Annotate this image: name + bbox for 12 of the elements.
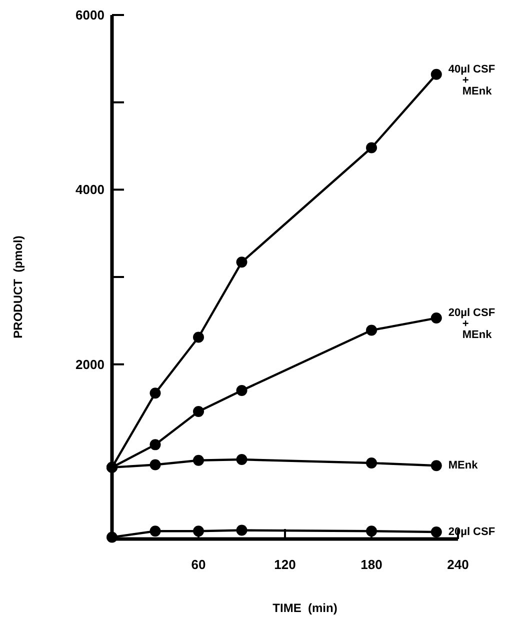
- series-label: MEnk: [448, 460, 479, 472]
- y-axis-title: PRODUCT (pmol): [11, 236, 25, 338]
- x-tick-label: 180: [360, 557, 382, 572]
- series-label: 20µl CSF + MEnk: [448, 307, 496, 342]
- y-tick-label: 4000: [76, 182, 104, 198]
- x-tick-label: 240: [447, 557, 469, 572]
- x-tick-label: 120: [274, 557, 296, 572]
- y-tick-label: 6000: [76, 8, 104, 23]
- x-axis-title: TIME (min): [272, 601, 338, 615]
- x-tick-label: 60: [191, 557, 206, 572]
- y-tick-label: 2000: [76, 356, 104, 372]
- series-label: 40µl CSF + MEnk: [448, 63, 496, 98]
